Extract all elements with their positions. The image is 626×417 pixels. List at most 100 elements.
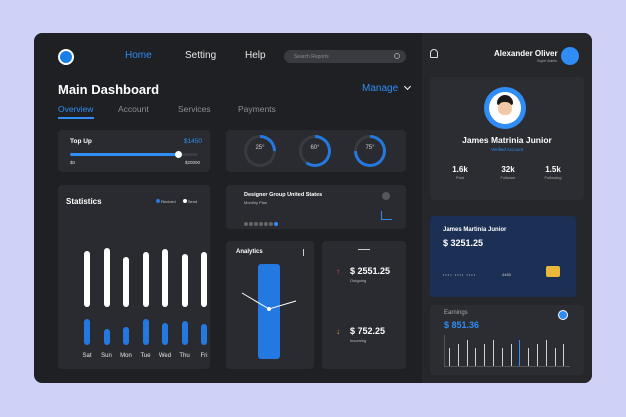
card-holder: James Martinia Junior <box>443 227 507 233</box>
bar-send-mon <box>123 257 129 307</box>
bar-send-wed <box>162 249 168 307</box>
topup-min: $0 <box>70 160 76 165</box>
statistics-title: Statistics <box>66 197 102 206</box>
analytics-line <box>241 292 297 311</box>
statistics-card: Statistics Recived Send <box>58 185 210 369</box>
progress-ring-75: 75° <box>354 135 386 167</box>
legend-received-dot <box>156 199 160 203</box>
earnings-bar <box>449 348 450 366</box>
nav-home[interactable]: Home <box>125 50 152 61</box>
topup-slider-handle[interactable] <box>175 151 183 158</box>
avatar <box>259 222 263 226</box>
stat-posts-value: 1.6k <box>452 165 468 174</box>
ring-label: 25° <box>255 145 265 151</box>
ring-hole <box>302 138 328 164</box>
stat-followers-value: 32k <box>501 165 515 174</box>
topup-slider-fill <box>70 153 179 156</box>
tab-payments[interactable]: Payments <box>238 104 276 114</box>
day-label: Fri <box>200 353 208 359</box>
tab-overview[interactable]: Overview <box>58 104 94 114</box>
card-number-tail: 4465 <box>502 272 511 277</box>
earnings-bar <box>475 348 477 366</box>
tab-services[interactable]: Services <box>178 104 211 114</box>
avatar[interactable] <box>561 47 579 65</box>
designer-subtitle: Monthly Plan <box>244 200 268 205</box>
day-label: Thu <box>179 353 190 359</box>
bar-send-thu <box>181 254 188 307</box>
topup-slider[interactable] <box>70 151 198 158</box>
transactions-card: ↑ $ 2551.25 Outgoing ↓ $ 752.25 Incoming <box>322 241 406 369</box>
manage-dropdown[interactable]: Manage <box>362 82 411 94</box>
earnings-bar <box>528 348 530 366</box>
avatar <box>249 222 253 226</box>
tab-account[interactable]: Account <box>118 104 149 114</box>
earnings-bar <box>537 344 538 366</box>
earnings-toggle[interactable] <box>558 310 568 320</box>
earnings-bar <box>545 340 547 366</box>
nav-help[interactable]: Help <box>245 50 266 61</box>
earnings-bar <box>563 344 565 366</box>
bar-received-tue <box>142 319 149 345</box>
bar-received-mon <box>123 326 129 345</box>
earnings-bar <box>501 348 503 366</box>
ring-hole <box>247 138 273 164</box>
tab-indicator <box>58 117 94 119</box>
earnings-bar <box>457 344 459 366</box>
close-icon[interactable] <box>382 192 390 200</box>
progress-ring-60: 60° <box>299 135 331 167</box>
bar-send-sun <box>103 248 110 307</box>
earnings-chart <box>444 335 570 367</box>
topup-max: $20000 <box>184 160 200 165</box>
bar-send-fri <box>201 252 207 307</box>
stat-following-label: Following <box>544 175 562 180</box>
credit-card[interactable]: James Martinia Junior $ 3251.25 •••• •••… <box>430 216 576 297</box>
search-icon[interactable] <box>394 53 400 59</box>
analytics-card: Analytics <box>226 241 314 369</box>
topup-title: Top Up <box>70 138 92 145</box>
card-handle <box>358 249 370 250</box>
manage-label: Manage <box>362 83 399 94</box>
profile-status: Verified Account <box>490 147 524 152</box>
earnings-card: Earnings $ 851.36 <box>430 305 584 375</box>
avatar <box>269 222 273 226</box>
avatar <box>264 222 268 226</box>
card-number-mask: •••• •••• •••• <box>443 272 477 277</box>
day-label: Sun <box>101 353 112 359</box>
avatar <box>244 222 248 226</box>
search-input[interactable]: Search Reports <box>284 50 406 63</box>
bell-icon[interactable] <box>430 49 438 58</box>
nav-setting[interactable]: Setting <box>185 50 217 61</box>
chart-icon <box>381 211 392 220</box>
legend-send-dot <box>182 199 187 203</box>
profile-panel: Alexander Oliver Super Admin James Matri… <box>422 33 592 383</box>
bar-received-wed <box>162 322 168 345</box>
header-user-name: Alexander Oliver <box>494 49 558 58</box>
incoming-amount: $ 752.25 <box>350 326 386 336</box>
dashboard-frame: Home Setting Help Search Reports Main Da… <box>34 33 592 383</box>
more-icon[interactable] <box>302 249 304 256</box>
earnings-title: Earnings <box>444 310 468 316</box>
designer-group-card: Designer Group United States Monthly Pla… <box>226 185 406 229</box>
earnings-bar <box>493 340 494 366</box>
page-title: Main Dashboard <box>58 82 160 97</box>
avatar-more[interactable] <box>274 222 278 226</box>
profile-avatar <box>484 87 526 129</box>
bar-send-sat <box>84 251 90 307</box>
bar-received-sun <box>103 329 110 345</box>
day-label: Wed <box>158 353 172 359</box>
card-amount: $ 3251.25 <box>443 238 484 248</box>
stat-following-value: 1.5k <box>545 165 561 174</box>
progress-ring-25: 25° <box>244 135 276 167</box>
arrow-down-icon: ↓ <box>336 327 340 336</box>
header-user-role: Super Admin <box>537 59 558 63</box>
day-label: Tue <box>140 353 151 359</box>
bar-received-thu <box>181 320 188 345</box>
day-label: Sat <box>82 353 92 359</box>
bar-send-tue <box>142 252 149 307</box>
day-label: Mon <box>120 353 132 359</box>
logo-icon[interactable] <box>58 49 74 65</box>
earnings-bar <box>554 348 556 366</box>
arrow-up-icon: ↑ <box>336 267 340 276</box>
outgoing-label: Outgoing <box>350 278 367 283</box>
statistics-legend: Recived Send <box>156 199 197 204</box>
